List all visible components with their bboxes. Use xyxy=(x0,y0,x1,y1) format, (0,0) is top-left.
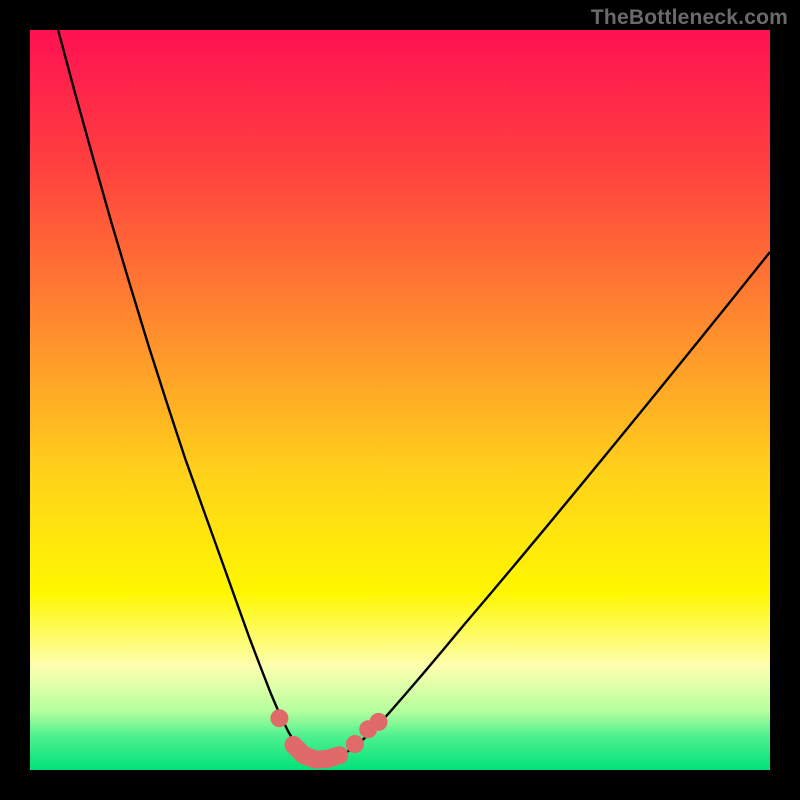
plot-area xyxy=(30,30,770,770)
chart-frame: TheBottleneck.com xyxy=(0,0,800,800)
curve-marker-dot xyxy=(270,709,288,727)
plot-svg xyxy=(30,30,770,770)
watermark-text: TheBottleneck.com xyxy=(591,6,788,30)
curve-marker-dot xyxy=(346,735,364,753)
curve-marker-dot xyxy=(370,713,388,731)
gradient-background xyxy=(30,30,770,770)
